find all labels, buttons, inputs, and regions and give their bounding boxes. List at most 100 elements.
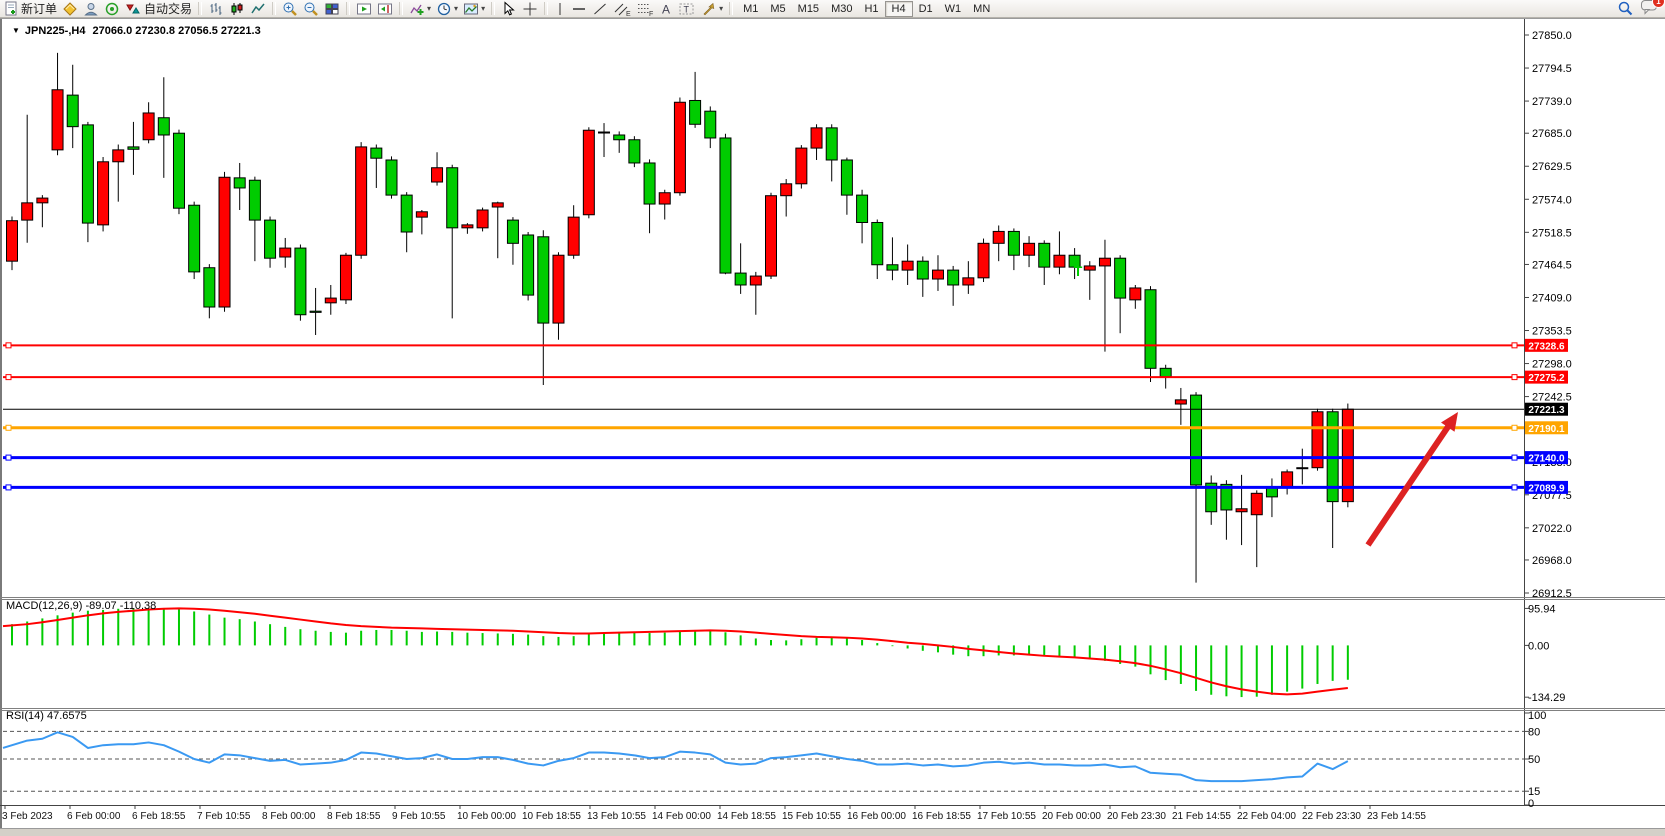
indicators-button[interactable]: ▾ bbox=[407, 1, 433, 17]
chart-symbol: JPN225-,H4 bbox=[24, 25, 86, 37]
chart-shift-button[interactable] bbox=[375, 1, 395, 17]
macd-main-value: -89.07 bbox=[85, 600, 117, 612]
diamond-icon bbox=[63, 1, 77, 16]
notification-badge: 1 bbox=[1652, 0, 1665, 8]
svg-text:A: A bbox=[662, 2, 670, 16]
arrows-dropdown-caret[interactable]: ▾ bbox=[719, 4, 724, 13]
toolbar-separator bbox=[346, 2, 351, 15]
profile-button[interactable] bbox=[81, 1, 101, 17]
svg-text:27298.0: 27298.0 bbox=[1532, 359, 1572, 371]
timeframe-h4[interactable]: H4 bbox=[884, 0, 913, 17]
svg-text:27328.6: 27328.6 bbox=[1528, 341, 1565, 352]
broadcast-signal-icon bbox=[105, 2, 119, 15]
svg-text:-134.29: -134.29 bbox=[1528, 692, 1565, 704]
svg-text:21 Feb 14:55: 21 Feb 14:55 bbox=[1172, 811, 1231, 822]
auto-trading-icon bbox=[126, 4, 140, 13]
svg-text:16 Feb 00:00: 16 Feb 00:00 bbox=[847, 811, 906, 822]
search-icon[interactable] bbox=[1617, 0, 1634, 17]
window-bottom-edge bbox=[0, 829, 1665, 836]
toolbar-separator bbox=[729, 2, 734, 15]
toolbar-separator bbox=[399, 2, 404, 15]
horizontal-line-icon bbox=[573, 7, 586, 10]
text-tool-button[interactable]: A bbox=[657, 1, 675, 17]
svg-text:80: 80 bbox=[1528, 726, 1540, 738]
svg-text:27275.2: 27275.2 bbox=[1528, 373, 1565, 384]
periods-clock-icon bbox=[437, 2, 451, 15]
price-badges: 27328.6 27275.2 27221.3 27190.1 27140.0 27089… bbox=[1525, 338, 1568, 494]
svg-text:14 Feb 18:55: 14 Feb 18:55 bbox=[717, 811, 776, 822]
styler-button[interactable] bbox=[60, 1, 80, 17]
fibonacci-tool-button[interactable]: F bbox=[634, 1, 656, 17]
new-order-doc-icon bbox=[5, 1, 17, 16]
vertical-line-tool-button[interactable] bbox=[552, 1, 568, 17]
broadcast-button[interactable] bbox=[102, 1, 122, 17]
bar-chart-button[interactable] bbox=[206, 1, 226, 17]
chart-title[interactable]: ▼ JPN225-,H4 27066.0 27230.8 27056.5 27221… bbox=[12, 25, 261, 37]
periods-button[interactable]: ▾ bbox=[434, 1, 460, 17]
svg-text:15 Feb 10:55: 15 Feb 10:55 bbox=[782, 811, 841, 822]
svg-text:F: F bbox=[649, 11, 653, 17]
auto-trading-button[interactable]: 自动交易 bbox=[123, 1, 194, 17]
auto-scroll-button[interactable] bbox=[354, 1, 374, 17]
svg-text:8 Feb 00:00: 8 Feb 00:00 bbox=[262, 811, 316, 822]
horizontal-level-lines bbox=[3, 342, 1524, 491]
timeframe-m5[interactable]: M5 bbox=[770, 2, 786, 15]
svg-text:27409.0: 27409.0 bbox=[1532, 292, 1572, 304]
svg-text:27190.1: 27190.1 bbox=[1528, 424, 1565, 435]
fibonacci-icon: F bbox=[638, 3, 653, 17]
svg-text:27629.5: 27629.5 bbox=[1532, 161, 1572, 173]
svg-text:14 Feb 00:00: 14 Feb 00:00 bbox=[652, 811, 711, 822]
macd-signal-line bbox=[2, 607, 1348, 696]
new-order-button[interactable]: 新订单 bbox=[2, 1, 59, 17]
crosshair-tool-button[interactable] bbox=[520, 1, 540, 17]
tile-windows-button[interactable] bbox=[322, 1, 342, 17]
chart-collapse-icon[interactable]: ▼ bbox=[12, 26, 20, 35]
svg-text:0: 0 bbox=[1528, 798, 1534, 810]
timeframe-m1[interactable]: M1 bbox=[743, 2, 759, 15]
price-axis: 27850.0 27794.5 27739.0 27685.0 27629.5 27574… bbox=[1524, 30, 1572, 600]
svg-text:27353.5: 27353.5 bbox=[1532, 326, 1572, 338]
svg-text:100: 100 bbox=[1528, 710, 1546, 722]
equidistant-channel-tool-button[interactable]: E bbox=[611, 1, 633, 17]
arrows-tool-button[interactable]: ▾ bbox=[699, 1, 725, 17]
timeframe-m30[interactable]: M30 bbox=[831, 2, 853, 15]
auto-scroll-icon bbox=[357, 3, 372, 14]
svg-text:27574.0: 27574.0 bbox=[1532, 194, 1572, 206]
crosshair-icon bbox=[523, 2, 537, 15]
timeframe-mn[interactable]: MN bbox=[973, 2, 991, 15]
svg-text:3 Feb 2023: 3 Feb 2023 bbox=[2, 811, 53, 822]
chat-button[interactable]: 1 bbox=[1640, 0, 1665, 20]
timeframe-m15[interactable]: M15 bbox=[797, 2, 820, 15]
periods-dropdown-caret[interactable]: ▾ bbox=[454, 4, 459, 13]
candlestick-chart-button[interactable] bbox=[227, 1, 247, 17]
timeframe-w1[interactable]: W1 bbox=[944, 2, 962, 15]
templates-button[interactable]: ▾ bbox=[461, 1, 487, 17]
new-order-label: 新订单 bbox=[21, 2, 58, 16]
macd-label: MACD(12,26,9) -89.07 -110.38 bbox=[6, 600, 156, 612]
text-label-icon: T bbox=[679, 3, 694, 14]
svg-text:22 Feb 23:30: 22 Feb 23:30 bbox=[1302, 811, 1361, 822]
svg-text:17 Feb 10:55: 17 Feb 10:55 bbox=[977, 811, 1036, 822]
templates-icon bbox=[464, 3, 479, 14]
text-label-tool-button[interactable]: T bbox=[676, 1, 698, 17]
svg-text:26968.0: 26968.0 bbox=[1532, 555, 1572, 567]
toolbar-right: 1 bbox=[1617, 0, 1665, 20]
svg-text:10 Feb 18:55: 10 Feb 18:55 bbox=[522, 811, 581, 822]
line-chart-button[interactable] bbox=[248, 1, 268, 17]
cursor-tool-button[interactable] bbox=[499, 0, 519, 17]
tile-windows-icon bbox=[325, 3, 339, 14]
zoom-out-button[interactable] bbox=[301, 1, 321, 17]
chart-ohlc-values: 27066.0 27230.8 27056.5 27221.3 bbox=[92, 25, 261, 37]
svg-text:27850.0: 27850.0 bbox=[1532, 30, 1572, 42]
toolbar-separator bbox=[198, 2, 203, 15]
indicators-dropdown-caret[interactable]: ▾ bbox=[427, 4, 432, 13]
horizontal-line-tool-button[interactable] bbox=[569, 1, 589, 17]
templates-dropdown-caret[interactable]: ▾ bbox=[481, 4, 486, 13]
timeframe-d1[interactable]: D1 bbox=[918, 2, 933, 15]
timeframe-h1[interactable]: H1 bbox=[864, 2, 879, 15]
svg-text:20 Feb 23:30: 20 Feb 23:30 bbox=[1107, 811, 1166, 822]
trendline-tool-button[interactable] bbox=[590, 1, 610, 17]
toolbar: 新订单 自动交易 bbox=[0, 0, 1665, 18]
zoom-in-button[interactable] bbox=[280, 1, 300, 17]
